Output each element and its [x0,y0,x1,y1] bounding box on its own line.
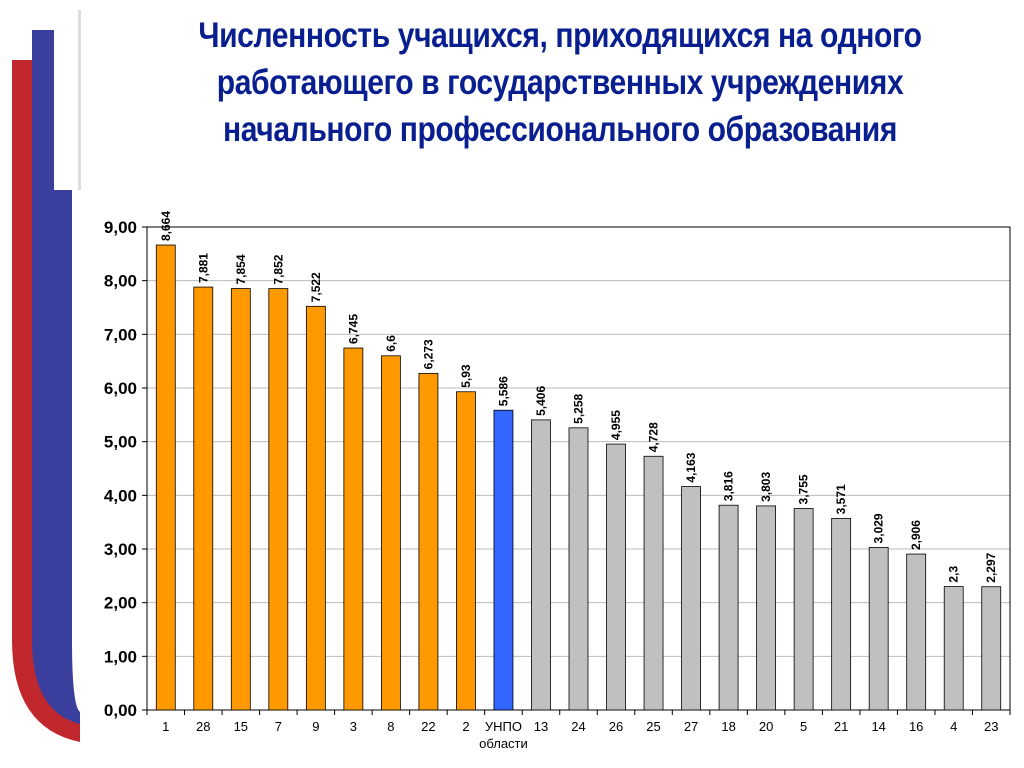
x-tick-label: 22 [421,719,435,734]
bar [531,419,551,711]
bar [718,504,739,711]
bar [831,517,852,711]
value-label: 2,906 [909,520,923,550]
x-tick-label: 1 [162,719,169,734]
y-tick-label: 0,00 [104,701,137,720]
y-tick-label: 5,00 [104,433,137,452]
value-label: 8,664 [159,211,173,241]
y-tick-label: 1,00 [104,647,137,666]
x-tick-label: 23 [984,719,998,734]
x-tick-label: 24 [571,719,585,734]
value-label: 5,406 [534,386,548,416]
value-label: 4,955 [609,410,623,440]
bars [155,244,1002,711]
y-tick-label: 6,00 [104,379,137,398]
x-tick-label: 21 [834,719,848,734]
chart-title: Численность учащихся, приходящихся на од… [198,16,922,149]
x-tick-label: 5 [800,719,807,734]
white-stripe-edge [78,10,81,190]
x-tick-label: 3 [350,719,357,734]
x-tick-label: 13 [534,719,548,734]
bar [868,547,889,711]
y-tick-label: 7,00 [104,325,137,344]
value-label: 2,297 [984,552,998,582]
x-tick-label: 16 [909,719,923,734]
bar [493,409,514,711]
bar [456,391,476,711]
value-label: 4,163 [684,452,698,482]
bar [756,505,777,711]
value-label: 3,571 [834,484,848,514]
value-label: 6,745 [346,314,360,344]
bar [305,305,326,711]
x-tick-label: 27 [684,719,698,734]
x-tick-label: 4 [950,719,957,734]
y-tick-label: 9,00 [104,218,137,237]
y-tick-label: 8,00 [104,272,137,291]
bar [681,486,701,711]
x-tick-label: 8 [387,719,394,734]
value-label: 3,755 [797,474,811,504]
x-tick-label: 28 [196,719,210,734]
value-label: 7,522 [309,272,323,302]
bar [906,553,927,711]
value-label: 3,803 [759,472,773,502]
x-tick-label: 18 [721,719,735,734]
bar [981,586,1002,711]
bar [943,586,964,711]
value-label: 7,852 [271,254,285,284]
x-tick-label: 25 [646,719,660,734]
x-tick-label: 26 [609,719,623,734]
value-label: 2,3 [947,566,961,583]
value-label: 3,029 [872,513,886,543]
x-tick-label: УНПО области [479,719,528,751]
value-label: 6,273 [421,339,435,369]
bar [155,244,176,711]
blue-stripe [32,30,80,724]
y-tick-label: 2,00 [104,594,137,613]
bar [343,347,364,711]
value-label: 3,816 [722,471,736,501]
bar [606,443,626,711]
bar [793,508,814,711]
y-tick-label: 3,00 [104,540,137,559]
value-label: 7,854 [234,254,248,284]
bar [568,427,589,711]
y-axis: 0,00 1,00 2,00 3,00 4,00 5,00 6,00 7,00 8,00 9,00 [104,218,147,720]
value-label: 6,6 [384,335,398,352]
value-label: 4,728 [647,422,661,452]
value-label: 5,258 [572,393,586,423]
bar [268,288,289,711]
bar [380,355,401,711]
bar [643,455,664,711]
x-tick-label: 14 [871,719,885,734]
bar [418,372,439,711]
x-tick-label: 20 [759,719,773,734]
value-label: 5,586 [496,376,510,406]
value-labels: 8,664 7,881 7,854 7,852 7,522 6,745 6,6 6,273 5,… [159,211,998,583]
x-tick-label: 2 [462,719,469,734]
x-tick-label: 7 [275,719,282,734]
x-tick-label: 15 [234,719,248,734]
y-tick-label: 4,00 [104,486,137,505]
bar [230,288,251,711]
bar [193,286,214,711]
value-label: 7,881 [196,253,210,283]
value-label: 5,93 [459,364,473,388]
x-tick-label: 9 [312,719,319,734]
white-stripe [54,10,78,190]
